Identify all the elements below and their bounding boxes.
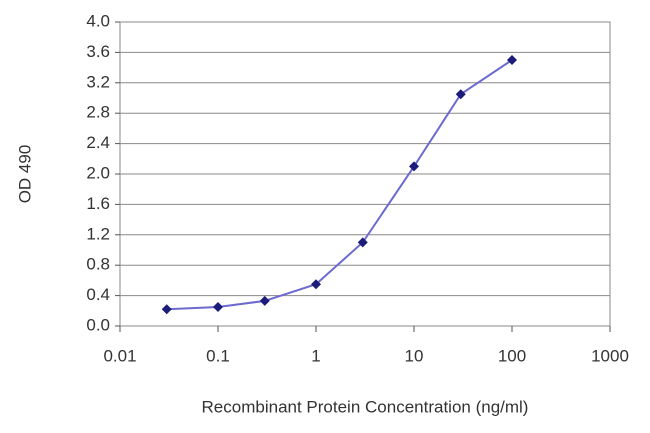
y-tick-label: 2.4 [86, 133, 110, 152]
y-tick-label: 3.2 [86, 72, 110, 91]
data-point [213, 302, 223, 312]
x-tick-label: 0.01 [103, 346, 136, 365]
y-tick-label: 1.6 [86, 194, 110, 213]
y-tick-label: 0.0 [86, 315, 110, 334]
y-tick-label: 0.8 [86, 255, 110, 274]
x-tick-label: 0.1 [206, 346, 230, 365]
x-tick-label: 100 [498, 346, 526, 365]
x-axis-label: Recombinant Protein Concentration (ng/ml… [202, 397, 529, 416]
data-point [311, 279, 321, 290]
data-point [161, 304, 172, 315]
x-tick-label: 1000 [591, 346, 629, 365]
y-tick-label: 3.6 [86, 42, 110, 61]
data-point [455, 89, 466, 100]
data-point [259, 295, 270, 306]
x-tick-label: 1 [311, 346, 320, 365]
data-line [166, 59, 513, 311]
data-point [409, 161, 419, 172]
y-tick-label: 2.0 [86, 163, 110, 182]
data-point [357, 237, 368, 248]
y-tick-label: 0.4 [86, 285, 110, 304]
y-axis-label: OD 490 [15, 145, 34, 204]
data-point [507, 55, 517, 65]
y-tick-label: 4.0 [86, 11, 110, 30]
x-tick-label: 10 [405, 346, 424, 365]
y-tick-label: 2.8 [86, 103, 110, 122]
y-tick-label: 1.2 [86, 224, 110, 243]
